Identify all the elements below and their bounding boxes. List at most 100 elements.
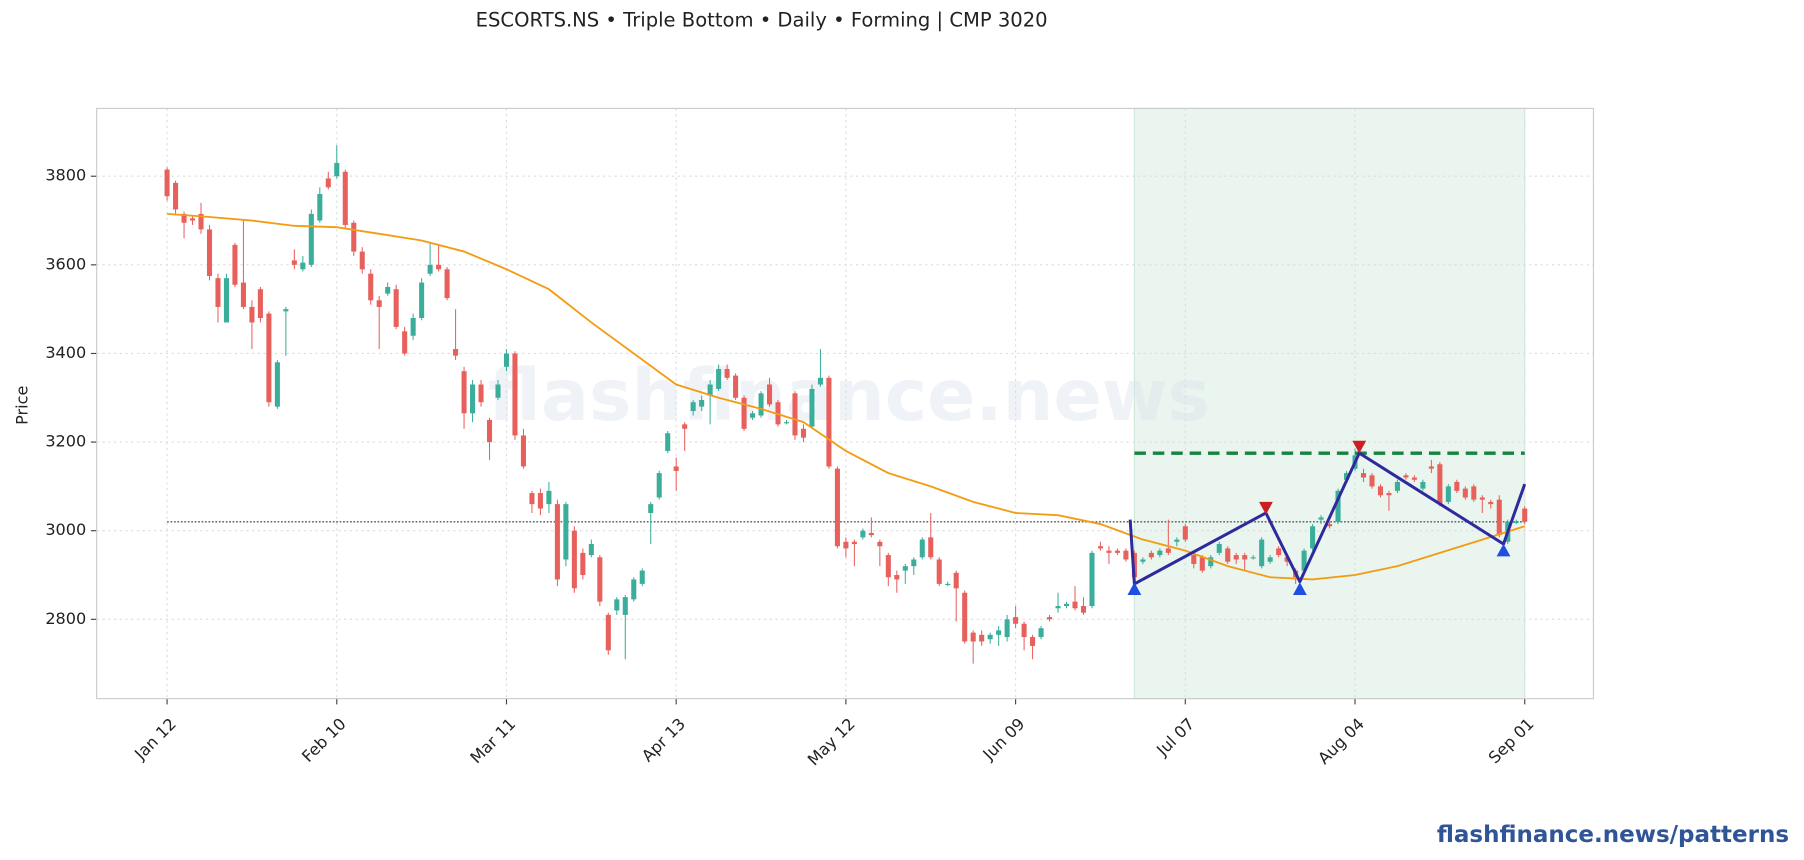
candle-body	[758, 393, 764, 416]
candle-body	[1191, 555, 1197, 564]
candle-body	[173, 182, 179, 210]
x-tick-label: Apr 13	[638, 714, 689, 765]
candle-body	[877, 541, 883, 547]
candle-body	[1284, 557, 1290, 562]
candle-body	[537, 493, 543, 509]
candle-body	[580, 552, 586, 576]
candle-body	[368, 273, 374, 301]
y-tick-label: 3000	[45, 520, 86, 539]
candle-body	[206, 229, 213, 276]
y-tick-label: 3600	[45, 254, 86, 273]
candle-body	[1335, 490, 1341, 522]
candle-body	[1174, 539, 1180, 542]
candle-body	[639, 570, 645, 584]
candle-body	[1021, 623, 1027, 638]
candle-body	[996, 630, 1002, 635]
candle-body	[1199, 557, 1205, 571]
candle-body	[919, 539, 925, 558]
candle-body	[402, 331, 408, 354]
candle-body	[894, 575, 900, 580]
candle-body	[885, 555, 891, 578]
candle-body	[283, 309, 289, 312]
candle-body	[325, 178, 331, 188]
y-tick-label: 3400	[45, 343, 86, 362]
candle-body	[953, 572, 959, 589]
candle-body	[928, 537, 934, 558]
candle-body	[851, 541, 857, 545]
candle-body	[970, 632, 976, 642]
candle-body	[1437, 464, 1443, 505]
chart-title: ESCORTS.NS • Triple Bottom • Daily • For…	[476, 8, 1048, 31]
watermark: flashfinance.news	[488, 354, 1210, 437]
candle-body	[223, 278, 229, 323]
candle-body	[1225, 548, 1231, 562]
candle-body	[1369, 475, 1375, 487]
candle-body	[359, 251, 365, 270]
candle-body	[1106, 550, 1112, 553]
candle-body	[249, 306, 255, 323]
candle-body	[215, 278, 221, 307]
candle-body	[571, 530, 577, 589]
candle-body	[1496, 499, 1502, 536]
candle-body	[1301, 550, 1307, 571]
candle-body	[1276, 548, 1282, 556]
candle-body	[1259, 539, 1265, 567]
candle-body	[699, 399, 705, 407]
candle-body	[987, 634, 993, 640]
candle-body	[520, 435, 526, 467]
candle-body	[597, 557, 603, 602]
candle-body	[351, 222, 357, 252]
candle-body	[300, 262, 306, 270]
candle-body	[690, 402, 696, 412]
candle-body	[656, 473, 662, 498]
candle-body	[1233, 555, 1239, 560]
pattern-zone	[1133, 107, 1526, 700]
candle-body	[1055, 606, 1061, 609]
candle-body	[962, 592, 968, 642]
candle-body	[1318, 517, 1324, 520]
candle-body	[1471, 486, 1477, 500]
candle-body	[554, 504, 560, 580]
candle-body	[181, 213, 187, 223]
candle-body	[834, 468, 840, 547]
plot-frame	[96, 107, 1595, 700]
candle-body	[1216, 544, 1222, 553]
x-tick-label: Mar 11	[466, 714, 519, 767]
candle-body	[682, 424, 688, 429]
x-tick-label: Aug 04	[1314, 714, 1368, 768]
y-tick-label: 3200	[45, 432, 86, 451]
candle-body	[393, 289, 399, 327]
candle-body	[1038, 628, 1044, 638]
candle-body	[792, 393, 798, 436]
candle-body	[1403, 475, 1409, 478]
candle-body	[1123, 550, 1129, 560]
candle-body	[385, 287, 391, 294]
candle-body	[1479, 497, 1485, 500]
candle-body	[817, 377, 823, 385]
x-tick-label: Jun 09	[978, 714, 1028, 764]
peak-marker	[1259, 501, 1273, 515]
candle-body	[936, 559, 942, 584]
candle-body	[665, 433, 671, 451]
candle-body	[1420, 481, 1426, 489]
candle-body	[1140, 559, 1146, 562]
candle-body	[1488, 501, 1494, 505]
trough-marker	[1127, 582, 1142, 595]
candle-body	[809, 388, 815, 427]
candle-body	[1394, 481, 1400, 491]
candle-body	[605, 614, 611, 651]
candle-body	[783, 422, 790, 424]
candle-body	[1063, 603, 1070, 607]
candle-body	[1097, 546, 1103, 549]
candle-body	[1114, 550, 1120, 553]
candle-body	[1165, 548, 1171, 553]
candle-body	[478, 384, 484, 403]
candle-body	[164, 169, 170, 197]
candle-body	[1157, 550, 1163, 556]
candle-body	[317, 193, 323, 221]
x-tick-label: Jan 12	[130, 714, 180, 764]
candle-body	[1182, 526, 1188, 540]
candle-body	[1428, 466, 1434, 469]
candle-body	[232, 244, 238, 285]
